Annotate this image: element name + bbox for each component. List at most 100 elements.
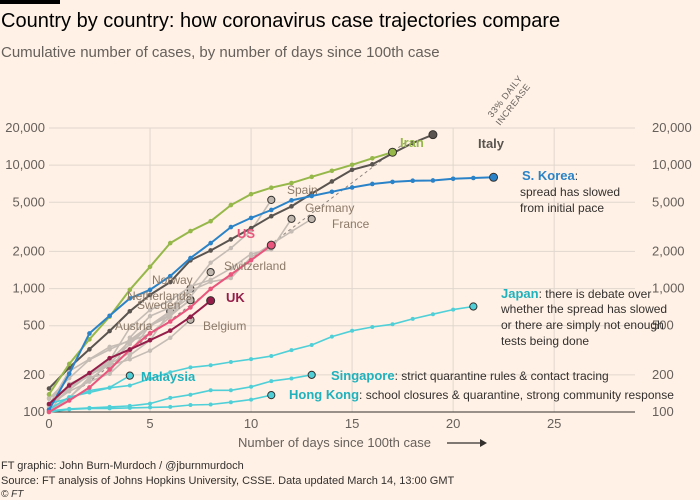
series-point-japan	[269, 354, 274, 359]
series-point-us	[228, 272, 234, 277]
y-tick-label-right: 1,000	[652, 281, 685, 296]
series-point-iran	[127, 287, 133, 293]
series-point-iran	[329, 168, 335, 174]
y-tick-label-right: 10,000	[652, 157, 692, 172]
series-point-singapore	[249, 384, 254, 389]
series-point-s-korea	[268, 207, 274, 213]
series-point-italy	[107, 328, 112, 334]
x-tick-label: 5	[146, 416, 153, 431]
series-point-uk	[107, 355, 112, 361]
series-point-us	[66, 398, 72, 403]
chart-subtitle: Cumulative number of cases, by number of…	[1, 44, 440, 61]
annotation-japan-line3: or there are simply not enough	[501, 318, 664, 332]
series-point-s-korea	[248, 215, 254, 221]
series-point-uk	[147, 337, 153, 343]
x-tick-label: 25	[547, 416, 561, 431]
series-point-hong-kong	[127, 405, 132, 410]
series-point-iran	[228, 202, 234, 208]
series-line-iran	[48, 151, 393, 395]
series-point-france	[228, 275, 234, 281]
y-tick-label-right: 2,000	[652, 243, 685, 258]
series-point-germany	[228, 266, 234, 271]
series-point-s-korea	[208, 240, 213, 246]
series-point-japan	[390, 322, 395, 327]
label-us: US	[237, 226, 255, 241]
y-tick-label-left: 5,000	[12, 194, 45, 209]
label-belgium: Belgium	[203, 319, 246, 333]
series-point-hong-kong	[67, 407, 72, 412]
series-point-iran	[248, 191, 254, 197]
series-point-japan	[228, 360, 233, 365]
y-tick-label-left: 100	[23, 404, 45, 419]
series-point-us	[147, 330, 153, 336]
series-point-s-korea	[349, 185, 355, 190]
series-point-s-korea	[107, 313, 112, 319]
series-point-iran	[268, 185, 274, 191]
series-point-italy	[289, 204, 294, 209]
series-end-point-hong-kong	[267, 391, 276, 400]
x-tick-label: 15	[345, 416, 359, 431]
series-point-belgium	[127, 357, 133, 362]
series-end-point-us	[266, 240, 276, 250]
series-point-s-korea	[450, 176, 456, 182]
series-point-us	[208, 286, 213, 292]
series-point-hong-kong	[188, 402, 193, 407]
series-point-japan	[430, 312, 435, 317]
series-point-italy	[127, 308, 133, 314]
series-point-malaysia	[107, 385, 112, 390]
series-point-italy	[248, 225, 254, 231]
series-point-japan	[329, 334, 334, 339]
series-point-italy	[87, 347, 92, 352]
series-point-iran	[167, 240, 173, 246]
series-point-s-korea	[289, 198, 294, 203]
series-point-iran	[66, 361, 72, 367]
series-point-uk	[46, 401, 52, 407]
series-point-uk	[188, 314, 193, 320]
series-line-japan	[48, 305, 474, 411]
series-point-us	[107, 367, 112, 372]
y-tick-label-right: 500	[652, 318, 674, 333]
y-tick-label-right: 20,000	[652, 120, 692, 135]
series-point-s-korea	[309, 193, 314, 199]
label-austria: Austria	[115, 319, 153, 333]
series-point-s-korea	[410, 178, 416, 184]
series-point-spain	[127, 339, 133, 344]
series-end-point-malaysia	[125, 371, 134, 380]
series-point-germany	[46, 395, 52, 401]
x-tick-label: 20	[446, 416, 460, 431]
series-point-italy	[228, 237, 234, 242]
series-point-japan	[451, 307, 456, 312]
series-point-singapore	[289, 376, 294, 381]
series-point-spain	[228, 245, 234, 251]
series-point-s-korea	[390, 179, 395, 185]
series-point-italy	[46, 386, 52, 391]
label-italy: Italy	[478, 136, 505, 151]
series-point-iran	[309, 174, 314, 180]
series-point-s-korea	[188, 255, 193, 261]
series-point-uk	[66, 383, 72, 388]
footer-copyright: © FT	[1, 489, 24, 500]
x-axis-arrow-head	[480, 439, 487, 447]
series-point-japan	[188, 365, 193, 370]
series-end-point-singapore	[307, 370, 316, 379]
label-netherlands: Netherlands	[127, 289, 192, 303]
x-axis-title: Number of days since 100th case	[238, 435, 431, 450]
y-tick-label-left: 500	[23, 318, 45, 333]
series-point-japan	[309, 343, 314, 348]
series-point-hong-kong	[208, 402, 213, 407]
footer-source: Source: FT analysis of Johns Hopkins Uni…	[1, 475, 455, 487]
series-point-italy	[370, 162, 375, 167]
label-switzerland: Switzerland	[224, 259, 286, 273]
series-line-spain	[48, 199, 272, 406]
series-end-point-germany	[287, 214, 296, 223]
series-point-italy	[410, 140, 416, 146]
series-point-singapore	[188, 392, 193, 397]
series-point-switzerland	[147, 324, 153, 329]
series-point-s-korea	[167, 273, 173, 279]
series-point-iran	[147, 264, 153, 270]
series-point-norway	[168, 305, 173, 310]
series-point-s-korea	[430, 178, 436, 183]
label-sweden: Sweden	[137, 298, 180, 312]
series-point-singapore	[228, 388, 233, 393]
